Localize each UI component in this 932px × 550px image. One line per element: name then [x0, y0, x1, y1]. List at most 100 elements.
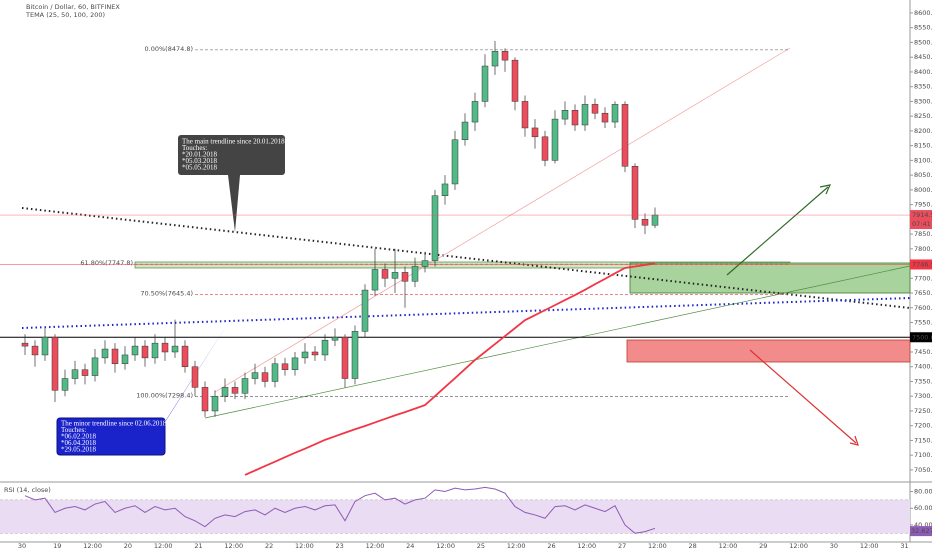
x-tick-label: 30 [830, 542, 838, 550]
support-line [204, 265, 911, 419]
down-arrow-head [849, 435, 859, 446]
candle-body [371, 269, 379, 291]
candle-body [111, 348, 119, 365]
candle-body [341, 337, 349, 379]
rsi-title: RSI (14, close) [4, 486, 51, 494]
callout: The minor trendline since 02.06.2018Touc… [61, 420, 167, 454]
candle-body [441, 183, 449, 196]
y-tick-label: 7050.0 [914, 466, 932, 474]
candle-body [291, 357, 299, 370]
candle-body [641, 219, 649, 226]
candle-body [561, 110, 569, 120]
candle-body [231, 387, 239, 394]
y-tick-label: 7650.0 [914, 289, 932, 297]
y-tick-label: 7850.0 [914, 230, 932, 238]
candle-body [131, 345, 139, 356]
y-tick-label: 8100.0 [914, 156, 932, 164]
rsi-tick-label: 80.00 [914, 488, 932, 496]
candle-body [81, 369, 89, 376]
x-tick-label: 28 [689, 542, 697, 550]
callout-title: The main trendline since 20.01.2018 [182, 138, 285, 146]
candle-body [311, 351, 319, 356]
candle-body [171, 345, 179, 353]
x-tick-label: 26 [547, 542, 555, 550]
y-tick-label: 7400.0 [914, 363, 932, 371]
candle-body [611, 104, 619, 123]
candle-body [651, 214, 659, 226]
candle-body [221, 387, 229, 397]
fib-trend [214, 47, 791, 393]
x-tick-label: 24 [406, 542, 414, 550]
y-tick-label: 7450.0 [914, 348, 932, 356]
y-tick-label: 7600.0 [914, 304, 932, 312]
y-tick-label: 7550.0 [914, 319, 932, 327]
x-tick-label: 12:00 [83, 542, 102, 550]
candle-body [241, 378, 249, 394]
price-level-label: 7500.0 [912, 333, 932, 341]
x-tick-label: 21 [194, 542, 202, 550]
y-tick-label: 7350.0 [914, 377, 932, 385]
x-tick-label: 27 [618, 542, 626, 550]
x-tick-label: 30 [18, 542, 26, 550]
x-tick-label: 12:00 [295, 542, 314, 550]
candle-body [591, 104, 599, 114]
current-price-label: 7914.5 [912, 211, 932, 219]
x-tick-label: 12:00 [860, 542, 879, 550]
current-price-tag [910, 210, 932, 230]
candle-body [531, 127, 539, 138]
candle-body [121, 354, 129, 365]
target-zone [629, 262, 911, 294]
candle-body [331, 337, 339, 341]
y-tick-label: 8150.0 [914, 142, 932, 150]
fib-label: 100.00%(7298.4) [136, 392, 193, 400]
candle-body [431, 195, 439, 261]
y-tick-label: 8200.0 [914, 127, 932, 135]
candle-body [251, 372, 259, 379]
y-tick-label: 7150.0 [914, 436, 932, 444]
y-tick-label: 8300.0 [914, 97, 932, 105]
x-tick-label: 25 [477, 542, 485, 550]
callout-line: *05.05.2018 [182, 164, 218, 172]
callout: The main trendline since 20.01.2018Touch… [182, 138, 285, 172]
candle-body [601, 112, 609, 123]
x-tick-label: 22 [265, 542, 273, 550]
y-tick-label: 7300.0 [914, 392, 932, 400]
candle-body [451, 139, 459, 185]
candle-body [41, 337, 49, 356]
callout-box [56, 417, 166, 456]
up-arrow-head [819, 184, 832, 195]
callout-line: *06.02.2018 [61, 433, 97, 441]
fib-label: 70.50%(7645.4) [140, 289, 193, 297]
rsi-tick-label: 40.00 [914, 521, 932, 529]
candle-body [421, 260, 429, 267]
candle-body [621, 104, 629, 167]
y-tick-label: 7800.0 [914, 245, 932, 253]
y-tick-label: 7100.0 [914, 451, 932, 459]
x-tick-label: 12:00 [154, 542, 173, 550]
tema-line [244, 262, 656, 476]
candle-body [571, 110, 579, 126]
main-trendline [21, 207, 911, 309]
candle-body [301, 351, 309, 359]
candle-body [31, 345, 39, 356]
y-tick-label: 8500.0 [914, 38, 932, 46]
candle-body [391, 272, 399, 279]
candle-body [281, 363, 289, 370]
x-tick-label: 29 [759, 542, 767, 550]
candle-body [361, 289, 369, 332]
price-level-tag [910, 259, 932, 270]
candle-body [181, 345, 189, 367]
rsi-tick-label: 60.00 [914, 504, 932, 512]
stop-zone [626, 339, 911, 363]
candle-body [501, 51, 509, 61]
candle-body [21, 342, 29, 347]
rsi-band [0, 499, 910, 534]
candle-body [211, 395, 219, 412]
callout-line: Touches: [61, 426, 86, 434]
x-tick-label: 12:00 [436, 542, 455, 550]
x-tick-label: 12:00 [789, 542, 808, 550]
candle-body [71, 369, 79, 379]
x-tick-label: 12:00 [719, 542, 738, 550]
